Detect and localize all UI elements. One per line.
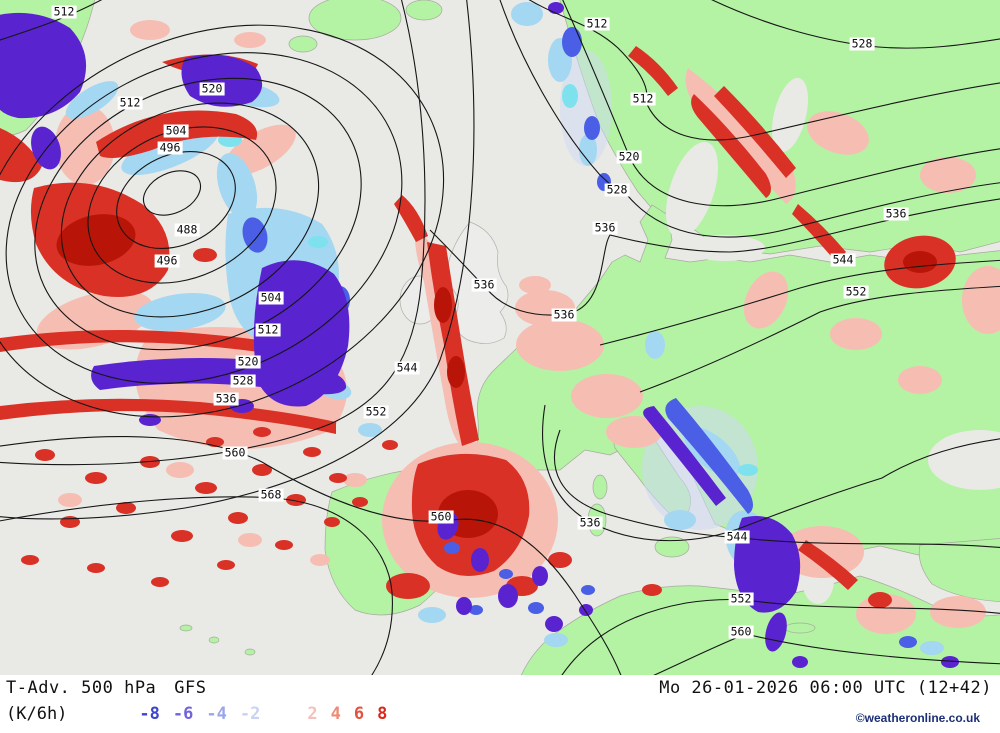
contour-label-512: 512: [51, 4, 77, 19]
contour-label-520: 520: [235, 354, 261, 369]
land-islet: [179, 624, 193, 632]
footer-bar: T-Adv. 500 hPa GFS Mo 26-01-2026 06:00 UT…: [0, 675, 1000, 733]
contour-label-512: 512: [117, 95, 143, 110]
land-sicily: [654, 536, 690, 558]
unit-label: (K/6h): [6, 704, 68, 724]
contour-label-536: 536: [577, 515, 603, 530]
contour-layer: [0, 0, 1000, 675]
legend-value-8: 8: [377, 704, 388, 724]
contour-label-560: 560: [428, 509, 454, 524]
contour-label-504: 504: [258, 290, 284, 305]
contour-label-552: 552: [363, 404, 389, 419]
sea-inlets-layer: [665, 77, 1000, 604]
sea-bothnia: [771, 77, 809, 153]
contour-label-552: 552: [843, 284, 869, 299]
color-scale-legend: -8 -6 -4 -2 2 4 6 8: [139, 704, 400, 724]
legend-value-6: 6: [353, 704, 365, 724]
advection-cold-strong-layer: [0, 2, 959, 668]
map-area: 512 512 528 520 512 512 504 496 520 528 536 488 536 4…: [0, 0, 1000, 675]
land-islet: [208, 636, 220, 644]
contour-label-512: 512: [584, 16, 610, 31]
land-island-patch: [288, 35, 318, 53]
land-iceland: [308, 0, 402, 41]
land-islet: [244, 648, 256, 656]
sea-baltic-south: [685, 235, 765, 261]
contour-label-520: 520: [616, 149, 642, 164]
parameter-label: T-Adv. 500 hPa: [6, 678, 157, 698]
contour-label-568: 568: [258, 487, 284, 502]
legend-value--2: -2: [239, 704, 261, 724]
legend-value-4: 4: [330, 704, 341, 724]
contour-label-536: 536: [213, 391, 239, 406]
footer-row-2: (K/6h) -8 -6 -4 -2 2 4 6 8 ©weatheronline.co.uk: [6, 704, 992, 730]
contour-label-520: 520: [199, 81, 225, 96]
contour-label-552: 552: [728, 591, 754, 606]
valid-time: Mo 26-01-2026 06:00 UTC (12+42): [659, 678, 992, 698]
contour-label-536: 536: [592, 220, 618, 235]
weather-map-canvas: [0, 0, 1000, 675]
map-title: T-Adv. 500 hPa GFS: [6, 678, 207, 698]
contour-label-496: 496: [154, 253, 180, 268]
contour-label-528: 528: [230, 373, 256, 388]
contour-label-560: 560: [222, 445, 248, 460]
contour-label-528: 528: [849, 36, 875, 51]
legend-value-2: 2: [307, 704, 318, 724]
land-turkey: [918, 538, 1000, 602]
contour-label-536: 536: [883, 206, 909, 221]
legend-value--8: -8: [139, 704, 160, 724]
contour-label-496: 496: [157, 140, 183, 155]
contour-label-544: 544: [394, 360, 420, 375]
land-corsica: [592, 474, 608, 500]
land-island-patch: [405, 0, 443, 21]
contour-label-512: 512: [630, 91, 656, 106]
sea-black-sea: [928, 430, 1000, 490]
sea-baltic: [665, 141, 719, 239]
contour-label-536: 536: [471, 277, 497, 292]
contour-label-504: 504: [163, 123, 189, 138]
contour-label-544: 544: [830, 252, 856, 267]
legend-value--4: -4: [206, 704, 227, 724]
legend-value--6: -6: [172, 704, 194, 724]
contour-label-560: 560: [728, 624, 754, 639]
model-label: GFS: [174, 678, 207, 698]
contour-label-528: 528: [604, 182, 630, 197]
copyright-link[interactable]: ©weatheronline.co.uk: [855, 711, 980, 725]
land-crete: [784, 622, 816, 634]
contour-label-544: 544: [724, 529, 750, 544]
contour-label-512: 512: [255, 322, 281, 337]
footer-row-1: T-Adv. 500 hPa GFS Mo 26-01-2026 06:00 UT…: [6, 678, 992, 704]
contour-label-536: 536: [551, 307, 577, 322]
contour-label-488: 488: [174, 222, 200, 237]
